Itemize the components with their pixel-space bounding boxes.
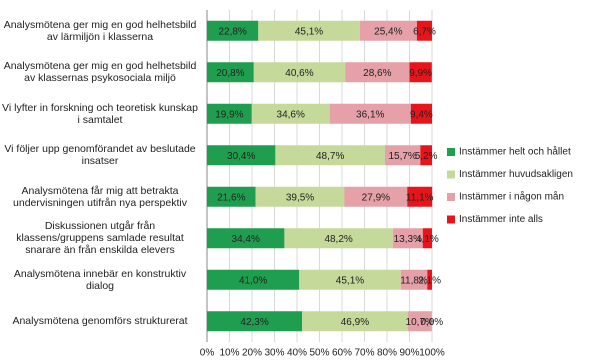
legend-label: Instämmer inte alls: [459, 214, 543, 225]
bar-segment: [207, 228, 285, 249]
category-label: Analysmötena ger mig en god helhetsbild …: [3, 18, 197, 43]
bar-segment: [329, 103, 411, 124]
value-label: 48,7%: [316, 151, 344, 162]
bar-segment: [255, 186, 345, 207]
value-label: 42,3%: [240, 317, 268, 328]
value-label: 25,4%: [374, 26, 402, 37]
value-label: 30,4%: [227, 151, 255, 162]
bar-segment: [359, 20, 417, 41]
bar-segment: [207, 145, 276, 166]
x-tick-label: 60%: [332, 348, 352, 359]
value-label: 45,1%: [295, 26, 323, 37]
bar-segment: [207, 186, 256, 207]
x-tick-label: 20%: [242, 348, 262, 359]
category-label: Analysmötena genomförs strukturerat: [12, 315, 188, 328]
x-tick-label: 80%: [377, 348, 397, 359]
value-label: 34,6%: [277, 109, 305, 120]
bar-segment: [207, 311, 303, 332]
bar-segment: [407, 311, 432, 332]
category-label: Vi följer upp genomförandet av beslutade…: [4, 143, 196, 168]
value-label: 21,6%: [217, 192, 245, 203]
legend-label: Instämmer helt och hållet: [459, 146, 571, 158]
value-label: 2,1%: [418, 275, 441, 286]
x-tick-label: 50%: [309, 348, 329, 359]
x-tick-label: 0%: [200, 348, 215, 359]
bar-segment: [251, 103, 330, 124]
bar-segment: [427, 269, 432, 290]
x-tick-label: 90%: [399, 348, 419, 359]
bar-segment: [400, 269, 428, 290]
bar-segment: [422, 228, 432, 249]
value-label: 41,0%: [239, 275, 267, 286]
bar-segment: [407, 186, 433, 207]
category-label: Analysmötena innebär en konstruktiv dial…: [13, 267, 187, 292]
x-tick-label: 30%: [264, 348, 284, 359]
bar-segment: [284, 228, 393, 249]
value-label: 45,1%: [336, 275, 364, 286]
value-label: 48,2%: [324, 234, 352, 245]
category-label: Analysmötena får mig att betrakta underv…: [13, 184, 187, 209]
value-label: 20,8%: [216, 68, 244, 79]
bar-segment: [258, 20, 360, 41]
value-label: 39,5%: [286, 192, 314, 203]
legend-swatch: [447, 193, 455, 201]
value-label: 19,9%: [215, 109, 243, 120]
value-label: 46,9%: [341, 317, 369, 328]
value-label: 28,6%: [363, 68, 391, 79]
value-label: 15,7%: [388, 151, 416, 162]
value-label: 5,2%: [415, 151, 438, 162]
bar-segment: [302, 311, 408, 332]
bar-segment: [275, 145, 385, 166]
value-label: 13,3%: [394, 234, 422, 245]
bar-segment: [345, 62, 410, 83]
x-tick-label: 100%: [419, 348, 445, 359]
bar-segment: [344, 186, 408, 207]
category-label: Diskussionen utgår från klassens/gruppen…: [16, 220, 184, 257]
bar-segment: [416, 20, 432, 41]
value-label: 36,1%: [356, 109, 384, 120]
x-tick-label: 70%: [354, 348, 374, 359]
bar-segment: [420, 145, 432, 166]
value-label: 9,9%: [409, 68, 432, 79]
bar-segment: [207, 103, 252, 124]
bar-segment: [207, 269, 300, 290]
bar-segment: [410, 103, 432, 124]
category-label: Vi lyfter in forskning och teoretisk kun…: [2, 101, 198, 126]
legend-swatch: [447, 148, 455, 156]
bar-segment: [207, 20, 259, 41]
value-label: 34,4%: [232, 234, 260, 245]
value-label: 11,1%: [406, 192, 434, 203]
value-label: 40,6%: [285, 68, 313, 79]
bar-segment: [299, 269, 401, 290]
value-label: 10,7%: [406, 317, 434, 328]
value-label: 11,8%: [400, 275, 428, 286]
bar-segment: [207, 62, 254, 83]
legend-swatch: [447, 170, 455, 179]
legend-label: Instämmer huvudsakligen: [459, 169, 573, 180]
bar-segment: [392, 228, 423, 249]
value-label: 9,4%: [410, 109, 433, 120]
bar-segment: [253, 62, 346, 83]
x-tick-label: 10%: [219, 348, 239, 359]
category-label: Analysmötena ger mig en god helhetsbild …: [3, 60, 197, 85]
x-tick-label: 40%: [287, 348, 307, 359]
legend-swatch: [447, 215, 455, 224]
value-label: 27,9%: [362, 192, 390, 203]
bar-segment: [409, 62, 432, 83]
value-label: 6,7%: [413, 26, 436, 37]
value-label: 22,8%: [218, 26, 246, 37]
value-label: 0,0%: [420, 317, 443, 328]
bar-segment: [384, 145, 421, 166]
legend-label: Instämmer i någon mån: [459, 191, 564, 203]
value-label: 4,1%: [416, 234, 439, 245]
